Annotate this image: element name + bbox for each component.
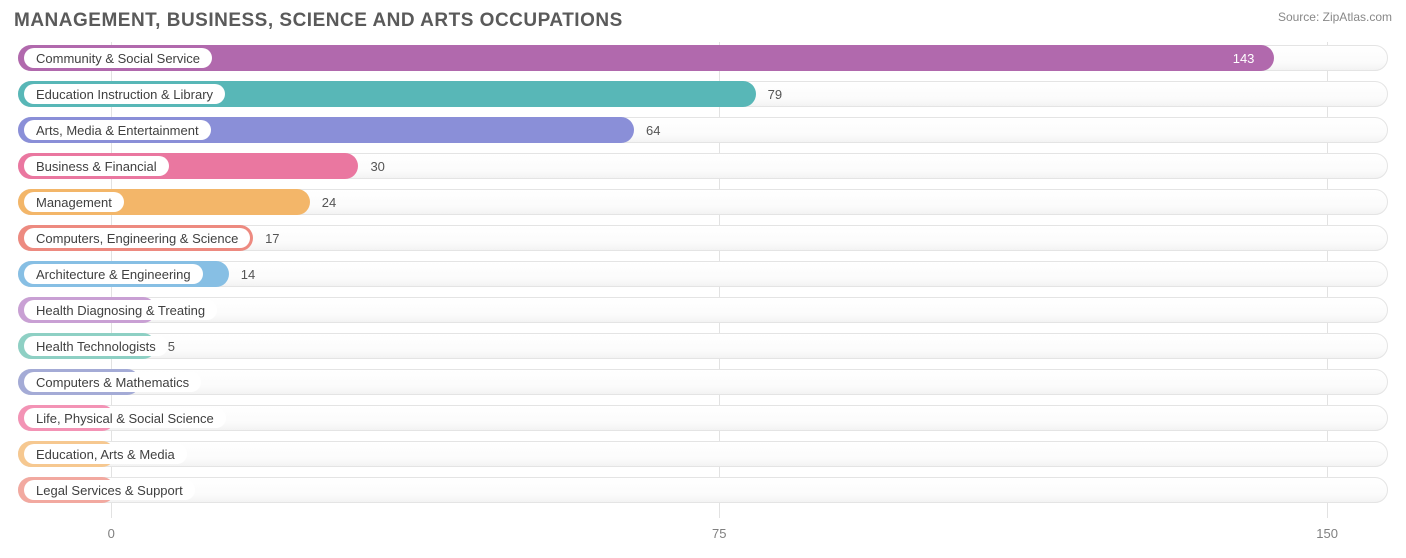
bar-label: Business & Financial [24, 156, 169, 176]
chart-title: MANAGEMENT, BUSINESS, SCIENCE AND ARTS O… [0, 0, 1406, 36]
source-site: ZipAtlas.com [1323, 10, 1392, 24]
bar-row: Architecture & Engineering 14 [14, 258, 1392, 290]
bar-label: Life, Physical & Social Science [24, 408, 226, 428]
bar-label: Computers & Mathematics [24, 372, 201, 392]
bar-label: Management [24, 192, 124, 212]
bar-value: 79 [760, 78, 782, 110]
bar-track [18, 369, 1388, 395]
bar-value: 17 [257, 222, 279, 254]
x-tick-label: 150 [1316, 526, 1338, 541]
bar-row: Computers, Engineering & Science 17 [14, 222, 1392, 254]
bar-label: Community & Social Service [24, 48, 212, 68]
bar-label: Legal Services & Support [24, 480, 195, 500]
bar-track [18, 441, 1388, 467]
bar-row: Management 24 [14, 186, 1392, 218]
bar-row: Community & Social Service 143 [14, 42, 1392, 74]
bar-row: Education Instruction & Library 79 [14, 78, 1392, 110]
bar-value: 24 [314, 186, 336, 218]
x-axis: 0 75 150 [14, 522, 1392, 546]
bar-value: 64 [638, 114, 660, 146]
bar-label: Architecture & Engineering [24, 264, 203, 284]
bar-row: Business & Financial 30 [14, 150, 1392, 182]
bar-row: Arts, Media & Entertainment 64 [14, 114, 1392, 146]
bar-label: Health Diagnosing & Treating [24, 300, 217, 320]
bar-row: Legal Services & Support0 [14, 474, 1392, 506]
chart-area: Community & Social Service 143 Education I… [14, 42, 1392, 546]
plot-area: Community & Social Service 143 Education I… [14, 42, 1392, 518]
x-tick-label: 75 [712, 526, 726, 541]
bar-label: Education Instruction & Library [24, 84, 225, 104]
bar-label: Health Technologists [24, 336, 168, 356]
chart-source: Source: ZipAtlas.com [1278, 10, 1392, 24]
bar-value: 14 [233, 258, 255, 290]
bar-row: Health Technologists5 [14, 330, 1392, 362]
bar-row: Computers & Mathematics3 [14, 366, 1392, 398]
bar-row: Life, Physical & Social Science0 [14, 402, 1392, 434]
bar-value: 143 [1233, 42, 1265, 74]
bar-label: Arts, Media & Entertainment [24, 120, 211, 140]
bar-value: 30 [362, 150, 384, 182]
x-tick-label: 0 [108, 526, 115, 541]
bar-row: Health Diagnosing & Treating5 [14, 294, 1392, 326]
bar-track [18, 333, 1388, 359]
bar-track [18, 477, 1388, 503]
bar-label: Education, Arts & Media [24, 444, 187, 464]
bar-track [18, 297, 1388, 323]
bar-row: Education, Arts & Media0 [14, 438, 1392, 470]
source-label: Source: [1278, 10, 1319, 24]
bar-label: Computers, Engineering & Science [24, 228, 250, 248]
